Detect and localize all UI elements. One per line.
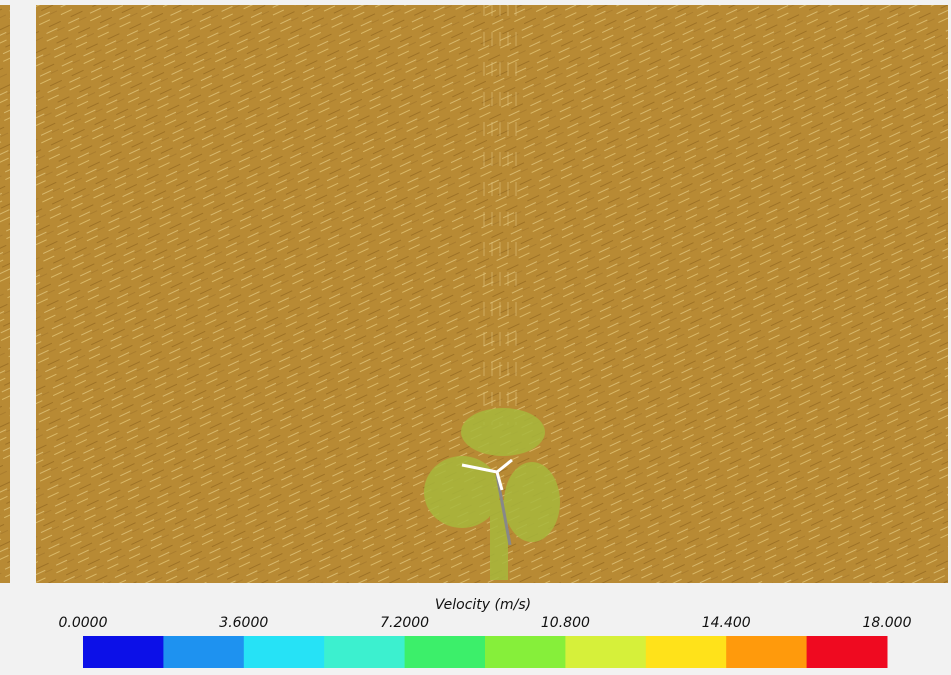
colorbar-segment — [485, 636, 566, 668]
colorbar-title: Velocity (m/s) — [435, 597, 531, 613]
colorbar-tick-label: 0.0000 — [59, 615, 108, 631]
colorbar-tick-label: 3.6000 — [219, 615, 268, 631]
colorbar-tick-label: 18.000 — [863, 615, 912, 631]
colorbar-segment — [324, 636, 405, 668]
colorbar-segment — [244, 636, 325, 668]
colorbar-segment — [565, 636, 646, 668]
colorbar-tick-label: 10.800 — [541, 615, 590, 631]
colorbar-segment — [646, 636, 727, 668]
wake-lobe — [461, 408, 545, 456]
colorbar-tick-label: 7.2000 — [380, 615, 429, 631]
colorbar-tick-label: 14.400 — [702, 615, 751, 631]
colorbar-segment — [726, 636, 807, 668]
wake-lobe — [424, 456, 500, 528]
colorbar-segment — [83, 636, 164, 668]
side-panel — [0, 5, 10, 583]
screenshot: Velocity (m/s) 0.0000 3.6000 7.2000 10.800 1… — [0, 0, 951, 671]
flow-streak — [478, 5, 522, 425]
colorbar-segment — [405, 636, 486, 668]
wake-lobe — [504, 462, 560, 542]
colorbar-segment — [163, 636, 244, 668]
colorbar-segment — [807, 636, 888, 668]
